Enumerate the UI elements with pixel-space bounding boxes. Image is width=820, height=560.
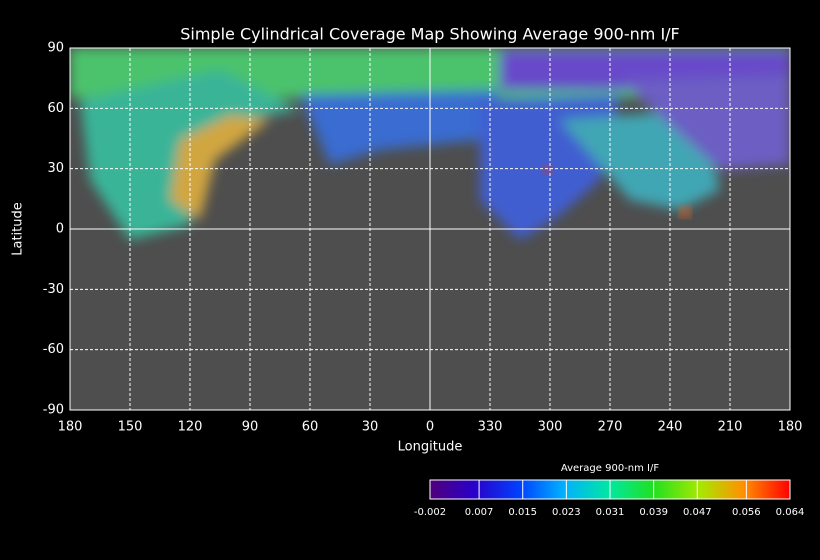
colorbar-tick-label: -0.002 [414, 507, 446, 518]
y-tick-label: 30 [47, 161, 64, 176]
colorbar-tick-label: 0.015 [508, 507, 537, 518]
colorbar-tick-label: 0.031 [596, 507, 625, 518]
x-tick-label: 180 [58, 420, 83, 435]
colorbar-title: Average 900-nm I/F [561, 463, 660, 474]
x-tick-label: 330 [478, 420, 503, 435]
x-tick-label: 120 [178, 420, 203, 435]
y-tick-label: -60 [43, 342, 64, 357]
x-tick-label: 0 [426, 420, 434, 435]
x-tick-label: 300 [538, 420, 563, 435]
y-axis-label: Latitude [11, 202, 26, 256]
x-tick-label: 90 [242, 420, 259, 435]
colorbar-tick-label: 0.056 [732, 507, 761, 518]
colorbar-tick-label: 0.023 [552, 507, 581, 518]
x-tick-label: 60 [302, 420, 319, 435]
x-tick-label: 150 [118, 420, 143, 435]
x-tick-label: 30 [362, 420, 379, 435]
colorbar-tick-label: 0.047 [683, 507, 712, 518]
x-tick-label: 210 [718, 420, 743, 435]
x-tick-label: 270 [598, 420, 623, 435]
y-tick-label: 0 [56, 222, 64, 237]
y-tick-label: 90 [47, 41, 64, 56]
y-tick-label: 60 [47, 101, 64, 116]
colorbar-tick-label: 0.064 [776, 507, 805, 518]
y-tick-label: -30 [43, 282, 64, 297]
map-title: Simple Cylindrical Coverage Map Showing … [180, 25, 680, 44]
x-axis-label: Longitude [398, 440, 463, 455]
x-tick-label: 180 [778, 420, 803, 435]
y-tick-label: -90 [43, 403, 64, 418]
colorbar-tick-label: 0.007 [465, 507, 494, 518]
x-tick-label: 240 [658, 420, 683, 435]
colorbar-tick-label: 0.039 [639, 507, 668, 518]
